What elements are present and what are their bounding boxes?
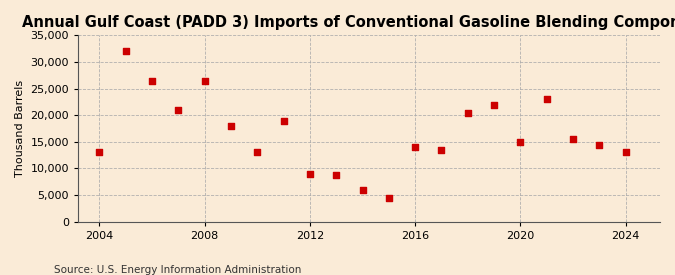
Point: [436, 148, 447, 152]
Point: [515, 140, 526, 144]
Point: [304, 172, 315, 176]
Point: [173, 108, 184, 112]
Point: [225, 124, 236, 128]
Point: [568, 137, 578, 141]
Point: [383, 196, 394, 200]
Point: [489, 102, 500, 107]
Point: [594, 142, 605, 147]
Y-axis label: Thousand Barrels: Thousand Barrels: [15, 80, 25, 177]
Point: [331, 173, 342, 177]
Point: [278, 118, 289, 123]
Point: [252, 150, 263, 155]
Point: [357, 188, 368, 192]
Point: [120, 49, 131, 54]
Point: [146, 78, 157, 83]
Point: [94, 150, 105, 155]
Point: [199, 78, 210, 83]
Point: [462, 110, 473, 115]
Title: Annual Gulf Coast (PADD 3) Imports of Conventional Gasoline Blending Components: Annual Gulf Coast (PADD 3) Imports of Co…: [22, 15, 675, 30]
Text: Source: U.S. Energy Information Administration: Source: U.S. Energy Information Administ…: [54, 265, 301, 275]
Point: [410, 145, 421, 149]
Point: [620, 150, 631, 155]
Point: [541, 97, 552, 101]
